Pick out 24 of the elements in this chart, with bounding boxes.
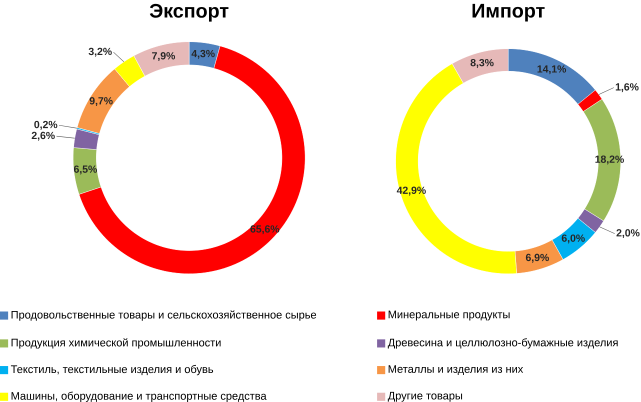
data-label: 2,6%: [32, 132, 55, 141]
data-label: 14,1%: [538, 65, 566, 74]
legend-label: Продовольственные товары и сельскохозяйственное сырье: [12, 310, 316, 321]
legend-label: Минеральные продукты: [388, 310, 510, 321]
legend-label: Металлы и изделия из них: [388, 365, 524, 375]
data-label: 6,5%: [74, 165, 97, 174]
data-label: 6,9%: [526, 254, 549, 263]
legend-label: Текстиль, текстильные изделия и обувь: [10, 364, 214, 376]
legend-label: Древесина и целлюлозно-бумажные изделия: [388, 338, 618, 349]
data-label: 1,6%: [616, 83, 639, 92]
data-label: 2,0%: [616, 229, 640, 238]
data-label: 4,3%: [192, 50, 215, 59]
data-label: 6,0%: [562, 234, 585, 244]
data-label: 7,9%: [152, 52, 176, 62]
data-label: 8,3%: [470, 58, 494, 68]
data-label: 9,7%: [90, 97, 113, 106]
data-label: 65,6%: [250, 225, 280, 234]
slice-label: Импорт: [472, 4, 545, 22]
legend-label: Продукция химической промышленности: [12, 338, 221, 349]
data-label: 0,2%: [34, 120, 58, 130]
data-label: 3,2%: [88, 48, 112, 57]
legend-label: Другие товары: [388, 392, 462, 402]
slice-label: Экспорт: [150, 4, 228, 22]
legend-label: Машины, оборудование и транспортные средства: [12, 392, 267, 402]
